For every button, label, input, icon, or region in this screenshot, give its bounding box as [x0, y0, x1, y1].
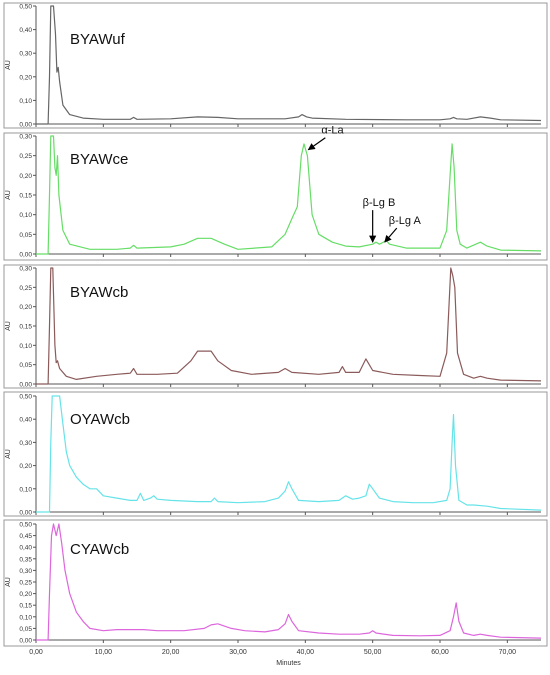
panel-frame [3, 132, 548, 261]
y-tick-label: 0,50 [19, 4, 32, 11]
y-tick-label: 0,10 [19, 614, 32, 621]
panel-frame [3, 2, 548, 129]
annotation-label: β-Lg B [363, 197, 396, 209]
y-tick-label: 0,25 [19, 285, 32, 292]
x-tick-label: 10,00 [95, 649, 113, 656]
y-tick-label: 0,20 [19, 74, 32, 81]
x-axis-label: Minutes [276, 660, 301, 667]
y-tick-label: 0,15 [19, 603, 32, 610]
y-tick-label: 0,40 [19, 27, 32, 34]
y-tick-label: 0,45 [19, 533, 32, 540]
series-line-BYAWce [36, 135, 542, 255]
y-tick-label: 0,05 [19, 626, 32, 633]
sample-label: BYAWcb [70, 284, 128, 301]
y-tick-label: 0,05 [19, 232, 32, 239]
sample-label: CYAWcb [70, 541, 129, 558]
annotation-label: β-Lg A [389, 215, 422, 227]
sample-label: BYAWuf [70, 31, 126, 48]
y-tick-label: 0,30 [19, 134, 32, 141]
y-tick-label: 0,10 [19, 212, 32, 219]
sample-label: BYAWce [70, 151, 128, 168]
sample-label: OYAWcb [70, 411, 130, 428]
x-tick-label: 40,00 [297, 649, 315, 656]
y-tick-label: 0,10 [19, 98, 32, 105]
y-tick-label: 0,35 [19, 556, 32, 563]
series-line-BYAWuf [36, 5, 542, 125]
y-axis-label: AU [5, 449, 12, 459]
y-tick-label: 0,40 [19, 545, 32, 552]
x-tick-label: 50,00 [364, 649, 382, 656]
y-tick-label: 0,00 [19, 510, 32, 517]
x-tick-label: 20,00 [162, 649, 180, 656]
y-tick-label: 0,20 [19, 173, 32, 180]
y-tick-label: 0,25 [19, 580, 32, 587]
series-line-OYAWcb [36, 395, 542, 513]
y-axis-label: AU [5, 321, 12, 331]
y-tick-label: 0,20 [19, 591, 32, 598]
y-tick-label: 0,20 [19, 463, 32, 470]
y-tick-label: 0,00 [19, 638, 32, 645]
y-tick-label: 0,20 [19, 304, 32, 311]
x-tick-label: 30,00 [229, 649, 247, 656]
panel-frame [3, 519, 548, 647]
annotation-arrow [307, 137, 326, 151]
y-tick-label: 0,15 [19, 324, 32, 331]
x-tick-label: 70,00 [499, 649, 517, 656]
series-line-BYAWcb [36, 267, 542, 385]
y-tick-label: 0,50 [19, 522, 32, 529]
y-tick-label: 0,10 [19, 486, 32, 493]
x-tick-label: 0,00 [29, 649, 43, 656]
y-tick-label: 0,00 [19, 122, 32, 129]
y-axis-label: AU [5, 190, 12, 200]
y-tick-label: 0,30 [19, 266, 32, 273]
y-axis-label: AU [5, 577, 12, 587]
series-line-CYAWcb [36, 523, 542, 641]
y-tick-label: 0,00 [19, 382, 32, 389]
y-tick-label: 0,30 [19, 568, 32, 575]
y-tick-label: 0,30 [19, 51, 32, 58]
y-tick-label: 0,05 [19, 362, 32, 369]
y-tick-label: 0,50 [19, 394, 32, 401]
y-tick-label: 0,10 [19, 343, 32, 350]
x-tick-label: 60,00 [431, 649, 449, 656]
annotation-arrow [384, 227, 398, 243]
y-tick-label: 0,40 [19, 417, 32, 424]
y-tick-label: 0,25 [19, 153, 32, 160]
y-tick-label: 0,15 [19, 193, 32, 200]
annotation-label: α-La [321, 125, 344, 137]
y-tick-label: 0,00 [19, 252, 32, 259]
y-axis-label: AU [5, 60, 12, 70]
panel-frame [3, 391, 548, 517]
y-tick-label: 0,30 [19, 440, 32, 447]
